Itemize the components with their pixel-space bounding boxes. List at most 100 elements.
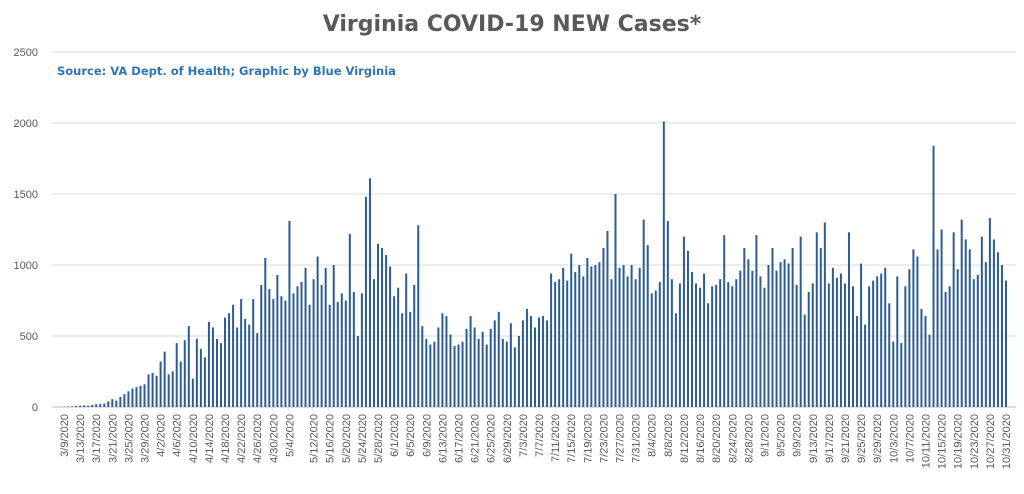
bar xyxy=(526,309,528,407)
bar xyxy=(490,329,492,407)
bar xyxy=(317,256,319,407)
bar xyxy=(816,232,818,407)
bar xyxy=(421,326,423,407)
x-tick-label: 8/24/2020 xyxy=(727,414,739,463)
bar xyxy=(220,343,222,407)
bar xyxy=(111,399,113,407)
bar xyxy=(550,274,552,407)
bar xyxy=(715,285,717,407)
bar xyxy=(429,345,431,407)
bar xyxy=(127,391,129,407)
bar xyxy=(502,339,504,407)
x-tick-label: 4/10/2020 xyxy=(188,414,200,463)
bar xyxy=(393,296,395,407)
bar xyxy=(357,336,359,407)
bar xyxy=(961,220,963,407)
bar xyxy=(1001,265,1003,407)
bar xyxy=(848,232,850,407)
bar xyxy=(832,268,834,407)
bar xyxy=(735,279,737,407)
bar xyxy=(554,282,556,407)
y-tick-label: 0 xyxy=(32,402,38,414)
bar xyxy=(236,327,238,407)
bar xyxy=(192,379,194,407)
bar xyxy=(337,302,339,407)
x-tick-label: 8/28/2020 xyxy=(743,414,755,463)
bar xyxy=(506,342,508,407)
bar xyxy=(296,286,298,407)
bar xyxy=(482,332,484,407)
bar xyxy=(743,248,745,407)
bar xyxy=(643,220,645,407)
bar xyxy=(731,286,733,407)
x-tick-label: 10/27/2020 xyxy=(985,414,997,469)
x-tick-label: 7/7/2020 xyxy=(534,414,546,457)
x-tick-label: 6/5/2020 xyxy=(405,414,417,457)
bar xyxy=(997,252,999,407)
bar xyxy=(574,272,576,407)
bar xyxy=(671,279,673,407)
bar xyxy=(534,327,536,407)
x-tick-label: 9/1/2020 xyxy=(759,414,771,457)
bar xyxy=(212,327,214,407)
bar xyxy=(860,264,862,407)
bar xyxy=(727,282,729,407)
bar xyxy=(723,235,725,407)
bar xyxy=(329,305,331,407)
bar xyxy=(856,316,858,407)
bar xyxy=(208,322,210,407)
bar xyxy=(115,401,117,407)
bar xyxy=(83,405,85,407)
bar xyxy=(957,269,959,407)
bar xyxy=(139,386,141,407)
bar xyxy=(627,276,629,407)
bar xyxy=(884,268,886,407)
bar xyxy=(864,325,866,407)
bar xyxy=(759,276,761,407)
bar xyxy=(562,268,564,407)
bar xyxy=(200,349,202,407)
bar xyxy=(172,372,174,408)
bar xyxy=(345,301,347,408)
bar xyxy=(920,309,922,407)
bar xyxy=(164,352,166,407)
bar xyxy=(441,313,443,407)
chart-title: Virginia COVID-19 NEW Cases* xyxy=(0,12,1024,37)
x-tick-label: 9/25/2020 xyxy=(856,414,868,463)
x-tick-label: 3/25/2020 xyxy=(123,414,135,463)
bar xyxy=(401,313,403,407)
bar xyxy=(123,394,125,407)
bar xyxy=(739,271,741,407)
bar xyxy=(707,303,709,407)
bar xyxy=(981,237,983,407)
bar xyxy=(812,283,814,407)
bar xyxy=(610,279,612,407)
x-tick-label: 3/17/2020 xyxy=(91,414,103,463)
bar xyxy=(828,283,830,407)
bar xyxy=(437,327,439,407)
bar xyxy=(586,258,588,407)
y-tick-label: 2000 xyxy=(14,118,38,130)
bar xyxy=(530,316,532,407)
bar xyxy=(248,325,250,407)
bar xyxy=(373,279,375,407)
bar xyxy=(578,265,580,407)
bar xyxy=(538,318,540,407)
bar xyxy=(880,274,882,407)
bar xyxy=(385,255,387,407)
bar xyxy=(156,376,158,407)
bar xyxy=(449,335,451,407)
x-tick-label: 4/30/2020 xyxy=(268,414,280,463)
bar xyxy=(969,249,971,407)
x-tick-label: 10/23/2020 xyxy=(969,414,981,469)
x-tick-label: 10/11/2020 xyxy=(920,414,932,468)
bar xyxy=(755,235,757,407)
bar xyxy=(840,274,842,407)
x-tick-label: 4/2/2020 xyxy=(156,414,168,457)
bar xyxy=(232,305,234,407)
x-tick-label: 3/21/2020 xyxy=(107,414,119,463)
bar xyxy=(341,293,343,407)
bar xyxy=(928,335,930,407)
bar xyxy=(361,293,363,407)
bar xyxy=(333,265,335,407)
